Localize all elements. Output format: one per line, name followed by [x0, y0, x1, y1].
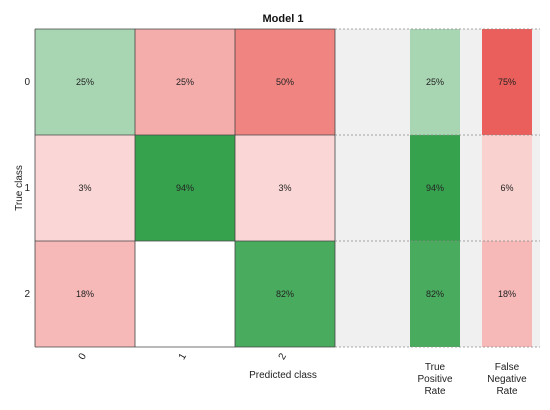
tpr-cell-1	[410, 135, 460, 241]
fnr-axis-label-line-1: Negative	[487, 374, 527, 385]
chart-title: Model 1	[263, 13, 304, 25]
tpr-axis-label-line-2: Rate	[424, 386, 446, 397]
matrix-cell-label-0-1: 25%	[176, 77, 194, 87]
matrix-cell-label-2-0: 18%	[76, 289, 94, 299]
x-axis-label: Predicted class	[249, 370, 317, 381]
y-axis-label: True class	[14, 165, 25, 211]
matrix-cell-2-1	[135, 241, 235, 347]
fnr-label-2: 18%	[498, 289, 516, 299]
fnr-cell-2	[482, 241, 532, 347]
fnr-label-1: 6%	[500, 183, 513, 193]
fnr-cell-1	[482, 135, 532, 241]
tpr-cell-0	[410, 29, 460, 135]
tpr-label-1: 94%	[426, 183, 444, 193]
matrix-cell-0-2	[235, 29, 335, 135]
row-tick-label-0: 0	[24, 77, 30, 88]
tpr-label-2: 82%	[426, 289, 444, 299]
matrix-cell-1-1	[135, 135, 235, 241]
col-tick-label-1: 1	[177, 351, 190, 362]
matrix-cell-label-1-2: 3%	[278, 183, 291, 193]
matrix-cell-2-0	[35, 241, 135, 347]
matrix-cell-1-2	[235, 135, 335, 241]
matrix-cell-label-0-2: 50%	[276, 77, 294, 87]
tpr-axis-label-line-0: True	[425, 362, 446, 373]
fnr-cell-0	[482, 29, 532, 135]
matrix-cell-0-1	[135, 29, 235, 135]
matrix-cell-label-2-2: 82%	[276, 289, 294, 299]
fnr-label-0: 75%	[498, 77, 516, 87]
matrix-cell-1-0	[35, 135, 135, 241]
tpr-axis-label-line-1: Positive	[417, 374, 452, 385]
tpr-label-0: 25%	[426, 77, 444, 87]
matrix-cell-0-0	[35, 29, 135, 135]
col-tick-label-2: 2	[277, 351, 290, 362]
fnr-axis-label-line-2: Rate	[496, 386, 518, 397]
matrix-cell-label-0-0: 25%	[76, 77, 94, 87]
row-tick-label-2: 2	[24, 289, 30, 300]
matrix-cell-2-2	[235, 241, 335, 347]
matrix-cell-label-1-1: 94%	[176, 183, 194, 193]
tpr-cell-2	[410, 241, 460, 347]
col-tick-label-0: 0	[77, 351, 90, 362]
matrix-cell-label-1-0: 3%	[78, 183, 91, 193]
fnr-axis-label-line-0: False	[495, 362, 520, 373]
row-tick-label-1: 1	[24, 183, 30, 194]
